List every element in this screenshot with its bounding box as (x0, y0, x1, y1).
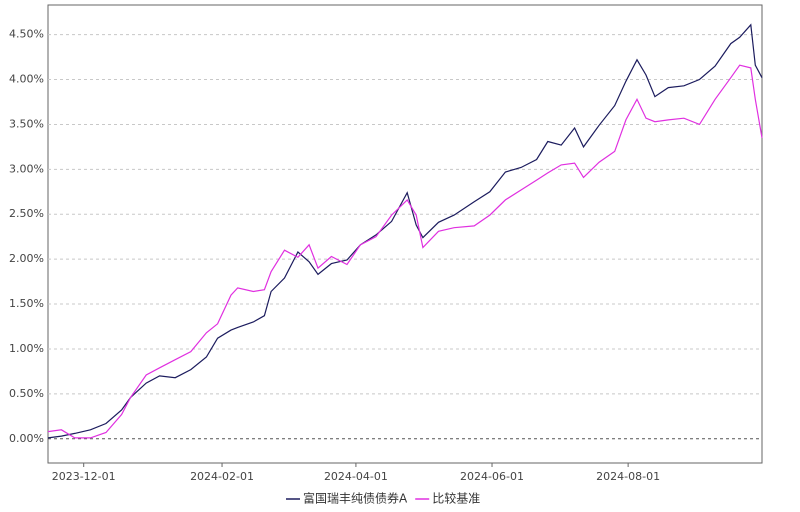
y-tick-label: 4.00% (9, 73, 44, 86)
x-tick-label: 2024-04-01 (324, 470, 388, 483)
x-tick-label: 2023-12-01 (52, 470, 116, 483)
x-tick-label: 2024-06-01 (460, 470, 524, 483)
y-tick-label: 2.50% (9, 207, 44, 220)
series-line (47, 64, 763, 439)
y-tick-label: 2.00% (9, 252, 44, 265)
series-line (47, 23, 763, 439)
y-tick-label: 3.00% (9, 162, 44, 175)
y-tick-label: 1.00% (9, 342, 44, 355)
legend-label: 富国瑞丰纯债债券A (303, 491, 408, 506)
y-tick-label: 3.50% (9, 117, 44, 130)
y-tick-label: 0.00% (9, 432, 44, 445)
plot-frame (47, 4, 763, 464)
y-tick-label: 4.50% (9, 28, 44, 41)
legend-label: 比较基准 (432, 491, 480, 506)
x-tick-label: 2024-02-01 (190, 470, 254, 483)
y-tick-label: 1.50% (9, 297, 44, 310)
x-tick-label: 2024-08-01 (596, 470, 660, 483)
y-tick-label: 0.50% (9, 387, 44, 400)
